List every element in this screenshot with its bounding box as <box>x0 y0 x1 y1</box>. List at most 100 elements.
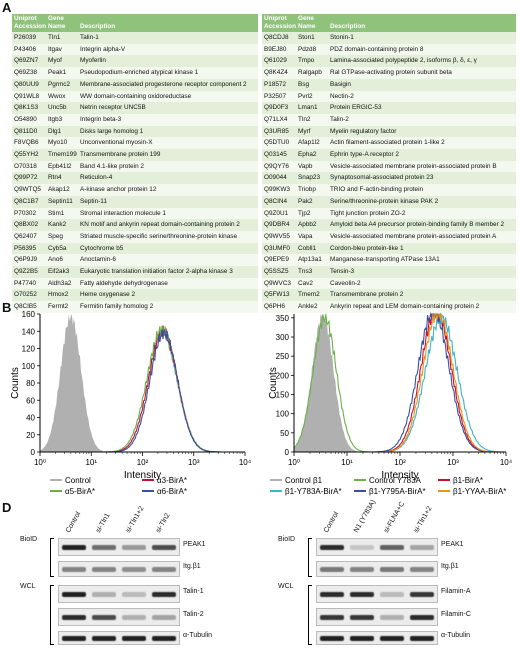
blot-strip <box>316 538 438 556</box>
cell-gene: Pak2 <box>296 195 328 208</box>
cell-gene: Tns3 <box>296 266 328 278</box>
blot-row-label: Talin-1 <box>183 588 204 595</box>
blot-band <box>350 591 374 597</box>
table-row: O70318 Epb41l2 Band 4.1-like protein 2 <box>12 160 258 173</box>
blot-row-label: Itg.β1 <box>441 563 459 570</box>
cell-accession: Q99P72 <box>12 172 46 185</box>
cell-gene: Myo10 <box>46 137 78 150</box>
blot-band <box>410 635 434 641</box>
panel-letter-b: B <box>2 300 12 315</box>
blot-band <box>62 544 86 550</box>
cell-description: Manganese-transporting ATPase 13A1 <box>328 254 516 267</box>
table-row: P18572 Bsg Basigin <box>262 78 516 91</box>
cell-accession: Q55YH2 <box>12 149 46 161</box>
blot-band <box>92 566 116 572</box>
table-row: Q9WV55 Vapa Vesicle-associated membrane pr… <box>262 230 516 243</box>
blot-group-bracket <box>308 585 312 645</box>
table-row: P47740 Aldh3a2 Fatty aldehyde dehydrogenas… <box>12 277 258 290</box>
cell-gene: Hmox2 <box>46 289 78 302</box>
table-row: Q99P72 Rtn4 Reticulon-4 <box>12 172 258 185</box>
y-axis-label: Counts <box>268 367 279 399</box>
cell-gene: Eif2ak3 <box>46 266 78 278</box>
legend-label: β1-Y783A-BirA* <box>285 487 342 496</box>
cell-accession: Q6P9J9 <box>12 254 46 267</box>
blot-row-label: Talin-2 <box>183 611 204 618</box>
histogram-c: Counts Intensity 0 50 100 150 200 250 300 350 10⁰ 1… <box>268 311 513 496</box>
lane-label: si-Tln2 <box>154 512 172 534</box>
cell-accession: Q9DBR4 <box>262 219 296 231</box>
x-axis-label: Intensity <box>124 470 161 481</box>
cell-gene: Dlg1 <box>46 125 78 138</box>
blot-group-bracket <box>308 538 312 577</box>
cell-description: Fatty aldehyde dehydrogenase <box>78 277 258 290</box>
header-accession: Uniprot Accession <box>262 14 296 32</box>
blot-group-label: BioID <box>278 536 296 543</box>
table-row: P56395 Cyb5a Cytochrome b5 <box>12 242 258 255</box>
cell-accession: Q5FW13 <box>262 289 296 302</box>
blot-band <box>350 544 374 550</box>
blot-row-label: α-Tubulin <box>441 632 471 639</box>
cell-gene: Tmpo <box>296 55 328 68</box>
cell-gene: Speg <box>46 230 78 243</box>
lane-label: Control <box>322 510 341 534</box>
cell-accession: Q9Z2B5 <box>12 266 46 278</box>
cell-gene: Pgrmc2 <box>46 78 78 91</box>
cell-gene: Pdzd8 <box>296 43 328 56</box>
cell-description: Stonin-1 <box>328 32 516 44</box>
cell-gene: Vapb <box>296 160 328 173</box>
cell-description: Protein ERGIC-53 <box>328 102 516 114</box>
blot-strip <box>58 538 180 556</box>
cell-gene: Tln2 <box>296 113 328 126</box>
cell-description: Heme oxygenase 2 <box>78 289 258 302</box>
table-row: P32507 Pvrl2 Nectin-2 <box>262 90 516 103</box>
lane-label: si-Tln1+2 <box>412 505 434 534</box>
blot-row-label: Filamin-C <box>441 611 471 618</box>
cell-description: Stromal interaction molecule 1 <box>78 207 258 220</box>
cell-accession: Q91WL8 <box>12 90 46 103</box>
blot-band <box>350 566 374 572</box>
cell-description: Band 4.1-like protein 2 <box>78 160 258 173</box>
y-tick-label: 40 <box>26 414 35 423</box>
blot-row-label: Filamin-A <box>441 588 471 595</box>
blot-strip <box>58 561 180 577</box>
cell-description: Myelin regulatory factor <box>328 125 516 138</box>
cell-description: Cordon-bleu protein-like 1 <box>328 242 516 255</box>
table-row: Q5SSZ5 Tns3 Tensin-3 <box>262 266 516 278</box>
y-tick-label: 120 <box>22 345 36 354</box>
legend-label: Control Y783A <box>369 476 422 485</box>
x-tick-label: 10² <box>137 458 149 467</box>
cell-description: Cytochrome b5 <box>78 242 258 255</box>
protein-table-left: Uniprot Accession Gene Name Description … <box>12 14 258 313</box>
cell-gene: Cyb5a <box>46 242 78 255</box>
header-gene: Gene Name <box>296 14 328 32</box>
cell-accession: Q8K1S3 <box>12 102 46 114</box>
cell-description: Myoferlin <box>78 55 258 68</box>
blot-band <box>350 635 374 641</box>
cell-gene: Apbb2 <box>296 219 328 231</box>
cell-description: Nectin-2 <box>328 90 516 103</box>
cell-description: Synaptosomal-associated protein 23 <box>328 172 516 185</box>
legend-label: Control β1 <box>285 476 323 485</box>
cell-gene: Septin11 <box>46 195 78 208</box>
cell-accession: Q811D0 <box>12 125 46 138</box>
blot-group-label: WCL <box>20 583 36 590</box>
y-tick-label: 250 <box>276 352 290 361</box>
cell-description: Talin-1 <box>78 32 258 44</box>
blot-band <box>410 566 434 572</box>
cell-accession: Q8C1B7 <box>12 195 46 208</box>
lane-label: si-Tln1 <box>94 512 112 534</box>
blot-strip <box>58 631 180 645</box>
y-tick-label: 80 <box>26 379 35 388</box>
blot-band <box>152 544 176 550</box>
cell-accession: P32507 <box>262 90 296 103</box>
blot-band <box>62 566 86 572</box>
table-row: Q9Z2B5 Eif2ak3 Eukaryotic translation init… <box>12 266 258 278</box>
blot-band <box>380 635 404 641</box>
legend-label: Control <box>65 476 91 485</box>
cell-gene: Cav2 <box>296 277 328 290</box>
cell-accession: Q8CDJ8 <box>262 32 296 44</box>
x-tick-label: 10² <box>394 458 406 467</box>
cell-gene: Pvrl2 <box>296 90 328 103</box>
cell-gene: Tmem199 <box>46 149 78 161</box>
panel-letter-a: A <box>2 0 12 15</box>
